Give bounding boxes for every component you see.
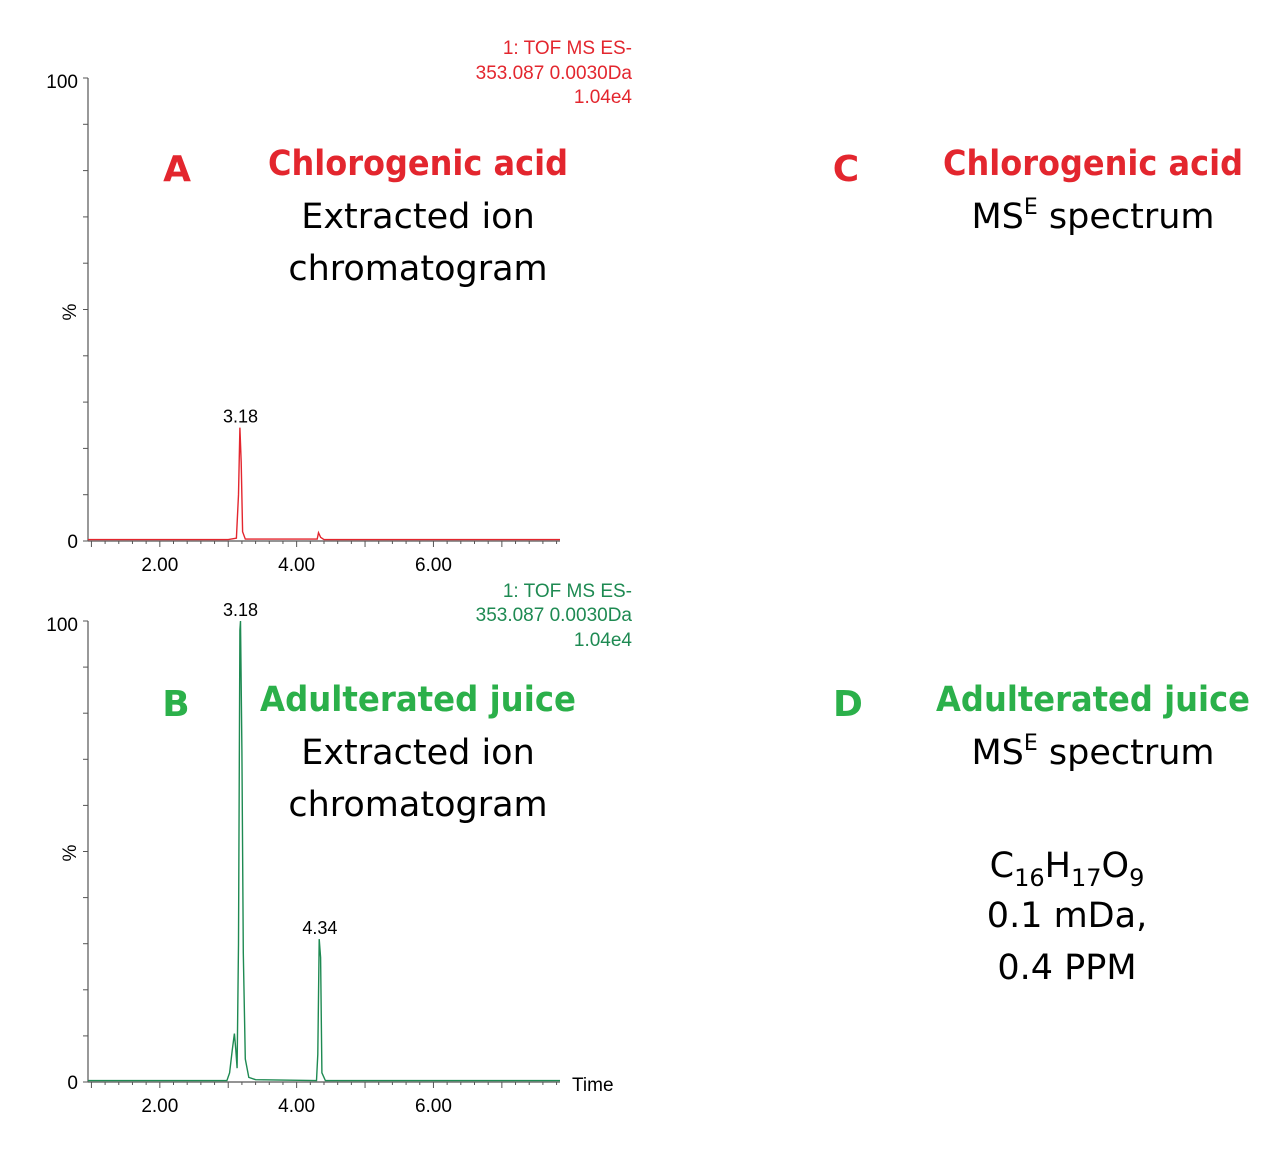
chart-a-header-line-1: 1: TOF MS ES- [503, 38, 632, 59]
panel-d-letter: D [833, 684, 863, 725]
chart-b-xtick-label: 6.00 [415, 1096, 452, 1117]
chart-a-ylabel: % [60, 303, 81, 320]
chart-b-peak-label: 4.34 [302, 918, 337, 938]
panel-c-letter: C [833, 149, 859, 190]
chart-b-xtick-label: 4.00 [278, 1096, 315, 1117]
panel-d-error-mda: 0.1 mDa, [987, 896, 1147, 936]
panel-a-letter: A [163, 149, 191, 190]
chart-b: 1: TOF MS ES- 353.087 0.0030Da 1.04e4 10… [46, 581, 632, 1117]
panel-a-line-2: chromatogram [288, 249, 547, 289]
chart-b-ytick-100: 100 [46, 615, 78, 636]
chart-a-xtick-label: 4.00 [278, 555, 315, 576]
panel-c-spec-sup: E [1024, 195, 1038, 220]
formula-el-c: C [990, 846, 1014, 886]
panel-d-spectrum-label: MSE spectrum [971, 731, 1214, 773]
chart-b-peak-label: 3.18 [223, 600, 258, 620]
chart-b-xtick-label: 2.00 [141, 1096, 178, 1117]
chart-b-header-line-3: 1.04e4 [574, 630, 633, 651]
chart-b-minor-ticks [83, 620, 558, 1088]
chart-b-ylabel: % [60, 844, 81, 861]
panel-a-line-1: Extracted ion [301, 197, 535, 237]
panel-b-title: Adulterated juice [260, 680, 576, 720]
chart-b-header: 1: TOF MS ES- 353.087 0.0030Da 1.04e4 [476, 581, 633, 651]
chart-a-minor-ticks [83, 77, 558, 547]
panel-c-spectrum-label: MSE spectrum [971, 195, 1214, 237]
panel-d-spec-sup: E [1024, 731, 1038, 756]
panel-c-title: Chlorogenic acid [943, 144, 1243, 184]
chart-a-xtick-label: 2.00 [141, 555, 178, 576]
panel-d-error-ppm: 0.4 PPM [997, 948, 1136, 988]
formula-n-c: 16 [1014, 864, 1045, 892]
panel-b-letter: B [162, 684, 189, 725]
panel-b-line-1: Extracted ion [301, 733, 535, 773]
chart-b-peak-labels: 3.18 4.34 [223, 600, 337, 938]
chart-a-header-line-2: 353.087 0.0030Da [476, 63, 633, 84]
chart-a-x-ticks: 2.00 4.00 6.00 [141, 555, 452, 576]
chart-a-ytick-100: 100 [46, 72, 78, 93]
panel-d-spec-prefix: MS [971, 733, 1023, 773]
panel-b-line-2: chromatogram [288, 785, 547, 825]
chart-a-peak-label: 3.18 [223, 407, 258, 427]
panel-d-title: Adulterated juice [936, 680, 1250, 720]
formula-el-h: H [1045, 846, 1071, 886]
chart-b-series-line [88, 620, 560, 1082]
panel-d-spec-suffix: spectrum [1038, 733, 1215, 773]
chart-a-ytick-0: 0 [67, 532, 78, 553]
formula-el-o: O [1102, 846, 1130, 886]
chart-a: 1: TOF MS ES- 353.087 0.0030Da 1.04e4 10… [46, 38, 632, 576]
panel-a-title: Chlorogenic acid [268, 144, 568, 184]
chart-b-ytick-0: 0 [67, 1073, 78, 1094]
chart-a-xtick-label: 6.00 [415, 555, 452, 576]
formula-n-h: 17 [1071, 864, 1102, 892]
chart-a-series-line [88, 427, 560, 541]
chart-b-x-ticks: 2.00 4.00 6.00 [141, 1096, 452, 1117]
panel-d-formula: C16H17O9 [990, 846, 1145, 892]
chart-a-header-line-3: 1.04e4 [574, 87, 633, 108]
chart-a-header: 1: TOF MS ES- 353.087 0.0030Da 1.04e4 [476, 38, 633, 108]
chart-b-xlabel: Time [572, 1075, 614, 1096]
panel-c-spec-prefix: MS [971, 197, 1023, 237]
panel-c-spec-suffix: spectrum [1038, 197, 1215, 237]
chart-b-header-line-1: 1: TOF MS ES- [503, 581, 632, 602]
chart-a-peak-labels: 3.18 [223, 407, 258, 427]
chart-b-header-line-2: 353.087 0.0030Da [476, 605, 633, 626]
formula-n-o: 9 [1129, 864, 1144, 892]
